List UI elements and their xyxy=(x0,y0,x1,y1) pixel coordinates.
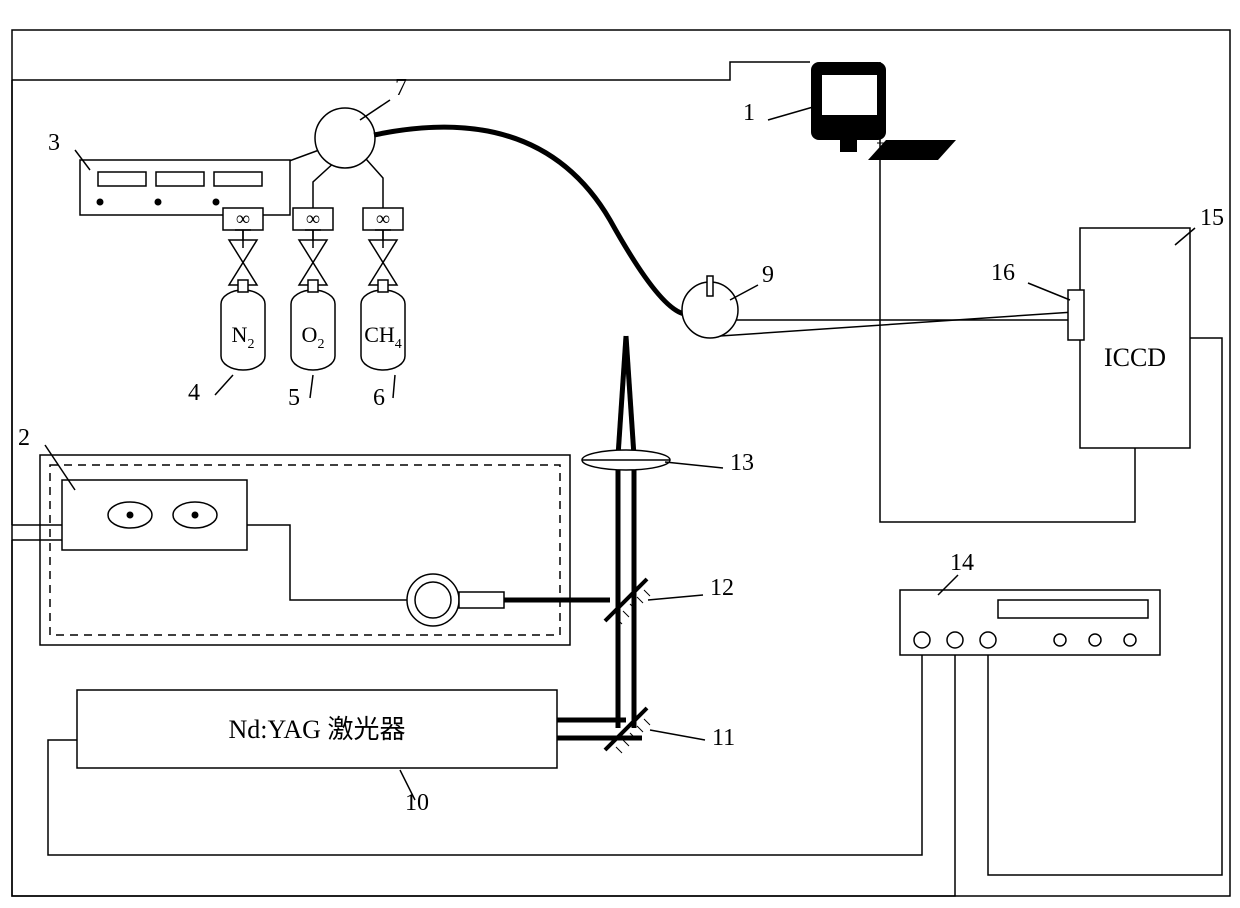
mirror-11-tick xyxy=(623,740,629,746)
label-10: 10 xyxy=(405,790,429,816)
label-5: 5 xyxy=(288,385,300,411)
label-4: 4 xyxy=(188,380,200,406)
line xyxy=(703,589,710,595)
gas-hose xyxy=(374,127,685,314)
cylinder-neck xyxy=(308,280,318,292)
label-3: 3 xyxy=(48,130,60,156)
detector-stem xyxy=(459,592,504,608)
line xyxy=(767,114,768,120)
line xyxy=(72,144,75,150)
flow-dot xyxy=(213,199,219,205)
energy-body xyxy=(62,480,247,550)
label-15: 15 xyxy=(1200,205,1224,231)
leader-6 xyxy=(393,375,395,398)
wire xyxy=(313,160,337,208)
iccd-label: ICCD xyxy=(1104,343,1166,372)
leader-12 xyxy=(648,595,703,600)
mirror-12-tick xyxy=(637,597,643,603)
beam-conv-b xyxy=(626,336,634,456)
mirror-12-tick xyxy=(644,590,650,596)
label-11: 11 xyxy=(712,725,735,751)
computer-screen xyxy=(822,75,877,115)
cylinder-neck xyxy=(238,280,248,292)
cylinder-neck xyxy=(378,280,388,292)
burner-nozzle xyxy=(707,276,713,296)
flow-meter-symbol: ∞ xyxy=(306,208,320,230)
line xyxy=(393,398,397,399)
computer-foot xyxy=(840,140,857,152)
label-6: 6 xyxy=(373,385,385,411)
label-2: 2 xyxy=(18,425,30,451)
line xyxy=(723,464,730,468)
mirror-11-tick xyxy=(637,726,643,732)
flow-meter-symbol: ∞ xyxy=(236,208,250,230)
flow-meter-symbol: ∞ xyxy=(376,208,390,230)
iccd-lens xyxy=(1068,290,1084,340)
leader-9 xyxy=(730,285,758,300)
label-14: 14 xyxy=(950,550,974,576)
label-12: 12 xyxy=(710,575,734,601)
leader-5 xyxy=(310,375,313,398)
mirror-11-tick xyxy=(644,719,650,725)
energy-window-dot xyxy=(192,512,198,518)
line xyxy=(42,439,45,445)
mirror-11-tick xyxy=(616,747,622,753)
flow-dot xyxy=(97,199,103,205)
energy-window-dot xyxy=(127,512,133,518)
wire xyxy=(247,525,407,600)
mixing-ball xyxy=(315,108,375,168)
label-16: 16 xyxy=(991,260,1015,286)
label-7: 7 xyxy=(395,75,407,101)
leader-2 xyxy=(45,445,75,490)
iccd-box xyxy=(1080,228,1190,448)
label-1: 1 xyxy=(743,100,755,126)
mirror-12-tick xyxy=(623,611,629,617)
wire xyxy=(720,312,1074,336)
flow-dot xyxy=(155,199,161,205)
leader-16 xyxy=(1028,283,1070,300)
flow-controller xyxy=(80,160,290,215)
label-13: 13 xyxy=(730,450,754,476)
leader-11 xyxy=(650,730,705,740)
line xyxy=(705,739,712,740)
leader-7 xyxy=(360,100,390,120)
label-9: 9 xyxy=(762,262,774,288)
wire xyxy=(12,62,810,80)
laser-label: Nd:YAG 激光器 xyxy=(229,715,406,744)
line xyxy=(1028,274,1039,283)
line xyxy=(310,398,312,399)
leader-4 xyxy=(215,375,233,395)
leader-13 xyxy=(665,462,723,468)
